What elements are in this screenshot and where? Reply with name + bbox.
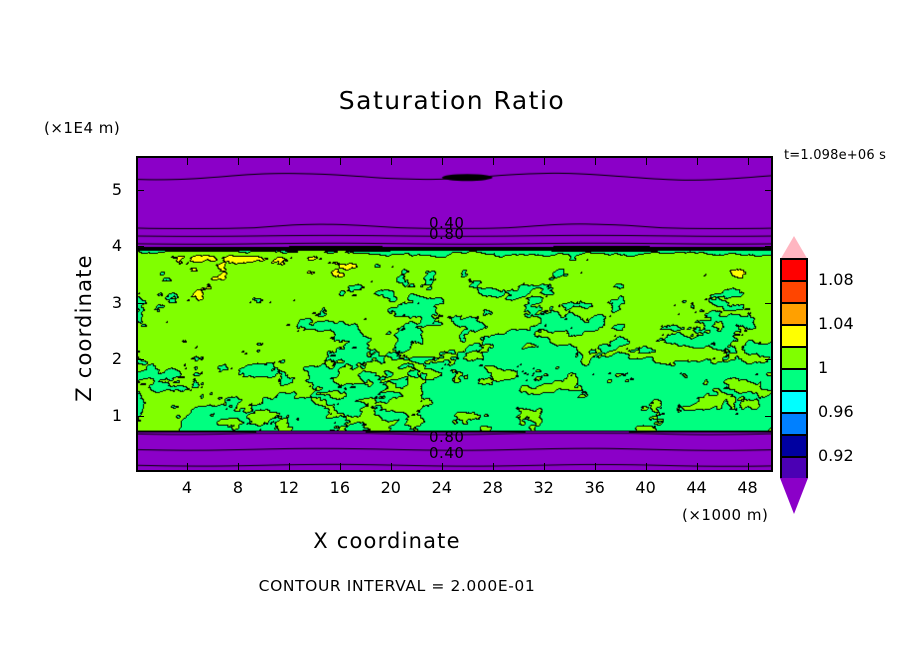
colorbar-tick-label: 1 — [818, 358, 829, 377]
contour-interval-note: CONTOUR INTERVAL = 2.000E-01 — [258, 577, 536, 595]
colorbar-tick-label: 0.96 — [818, 402, 854, 421]
x-axis-tick — [594, 158, 596, 165]
x-axis-tick-label: 32 — [533, 478, 554, 497]
x-axis-tick — [543, 158, 545, 165]
colorbar-tick-label: 0.92 — [818, 446, 854, 465]
x-axis-tick-label: 48 — [737, 478, 758, 497]
colorbar-tick-label: 1.04 — [818, 314, 854, 333]
x-axis-tick-label: 16 — [329, 478, 350, 497]
x-axis-tick — [645, 158, 647, 165]
x-axis-tick-label: 40 — [635, 478, 656, 497]
x-axis-unit-label: (×1000 m) — [682, 506, 769, 524]
x-axis-tick — [288, 463, 290, 470]
page-title: Saturation Ratio — [338, 86, 566, 115]
colorbar-band — [782, 326, 806, 348]
y-axis-tick — [765, 246, 772, 248]
x-axis-tick — [543, 463, 545, 470]
contour-value-label: 0.40 — [429, 444, 465, 463]
x-axis-tick — [186, 158, 188, 165]
colorbar-bands — [780, 258, 808, 480]
y-axis-tick-label: 2 — [111, 349, 122, 369]
colorbar-band — [782, 282, 806, 304]
colorbar: 1.08 1.04 1 0.96 0.92 — [780, 236, 854, 516]
y-axis-tick — [137, 302, 144, 304]
x-axis-tick — [492, 463, 494, 470]
x-axis-tick — [441, 463, 443, 470]
colorbar-band — [782, 370, 806, 392]
x-axis-tick-label: 28 — [482, 478, 503, 497]
x-axis-tick — [492, 158, 494, 165]
x-axis-tick — [696, 158, 698, 165]
x-axis-tick — [747, 158, 749, 165]
x-axis-tick — [288, 158, 290, 165]
colorbar-tick-label: 1.08 — [818, 270, 854, 289]
y-axis-tick — [765, 189, 772, 191]
x-axis-tick-label: 4 — [181, 478, 193, 497]
colorbar-band — [782, 348, 806, 370]
x-axis-tick-label: 12 — [278, 478, 300, 497]
y-axis-tick-label: 4 — [111, 236, 122, 256]
y-axis-tick-label: 3 — [111, 292, 122, 312]
x-axis-tick-label: 36 — [584, 478, 605, 497]
contour-value-label: 0.80 — [429, 224, 465, 243]
x-axis-tick — [186, 463, 188, 470]
x-axis-tick — [237, 463, 239, 470]
x-axis-tick — [390, 463, 392, 470]
y-axis-tick — [137, 189, 144, 191]
x-axis-tick — [339, 463, 341, 470]
colorbar-band — [782, 458, 806, 480]
x-axis-tick — [645, 463, 647, 470]
colorbar-band — [782, 260, 806, 282]
x-axis-title: X coordinate — [313, 529, 461, 553]
x-axis-tick — [390, 158, 392, 165]
x-axis-tick — [696, 463, 698, 470]
y-axis-tick — [765, 302, 772, 304]
x-axis-tick-label: 24 — [431, 478, 452, 497]
colorbar-over-arrow-icon — [780, 236, 808, 260]
y-axis-tick-label: 1 — [111, 405, 122, 425]
y-axis-title: Z coordinate — [72, 254, 96, 402]
y-axis-tick — [137, 359, 144, 361]
time-annotation: t=1.098e+06 s — [784, 148, 887, 163]
y-axis-tick-label: 5 — [111, 179, 122, 199]
x-axis-tick — [441, 158, 443, 165]
contour-value-label: 0.40 — [429, 213, 465, 232]
colorbar-band — [782, 304, 806, 326]
x-axis-tick-label: 44 — [686, 478, 707, 497]
contour-field-canvas — [138, 158, 771, 470]
y-axis-tick — [137, 246, 144, 248]
y-axis-tick — [765, 415, 772, 417]
y-axis-unit-label: (×1E4 m) — [44, 119, 121, 137]
contour-plot-area — [136, 156, 773, 472]
x-axis-tick-label: 8 — [232, 478, 243, 497]
y-axis-tick — [765, 359, 772, 361]
contour-value-label: 0.80 — [429, 428, 465, 446]
x-axis-tick-label: 20 — [380, 478, 401, 497]
colorbar-band — [782, 414, 806, 436]
colorbar-band — [782, 436, 806, 458]
x-axis-tick — [339, 158, 341, 165]
x-axis-tick — [237, 158, 239, 165]
x-axis-tick — [747, 463, 749, 470]
colorbar-band — [782, 392, 806, 414]
x-axis-tick — [594, 463, 596, 470]
colorbar-under-arrow-icon — [780, 478, 808, 514]
y-axis-tick — [137, 415, 144, 417]
